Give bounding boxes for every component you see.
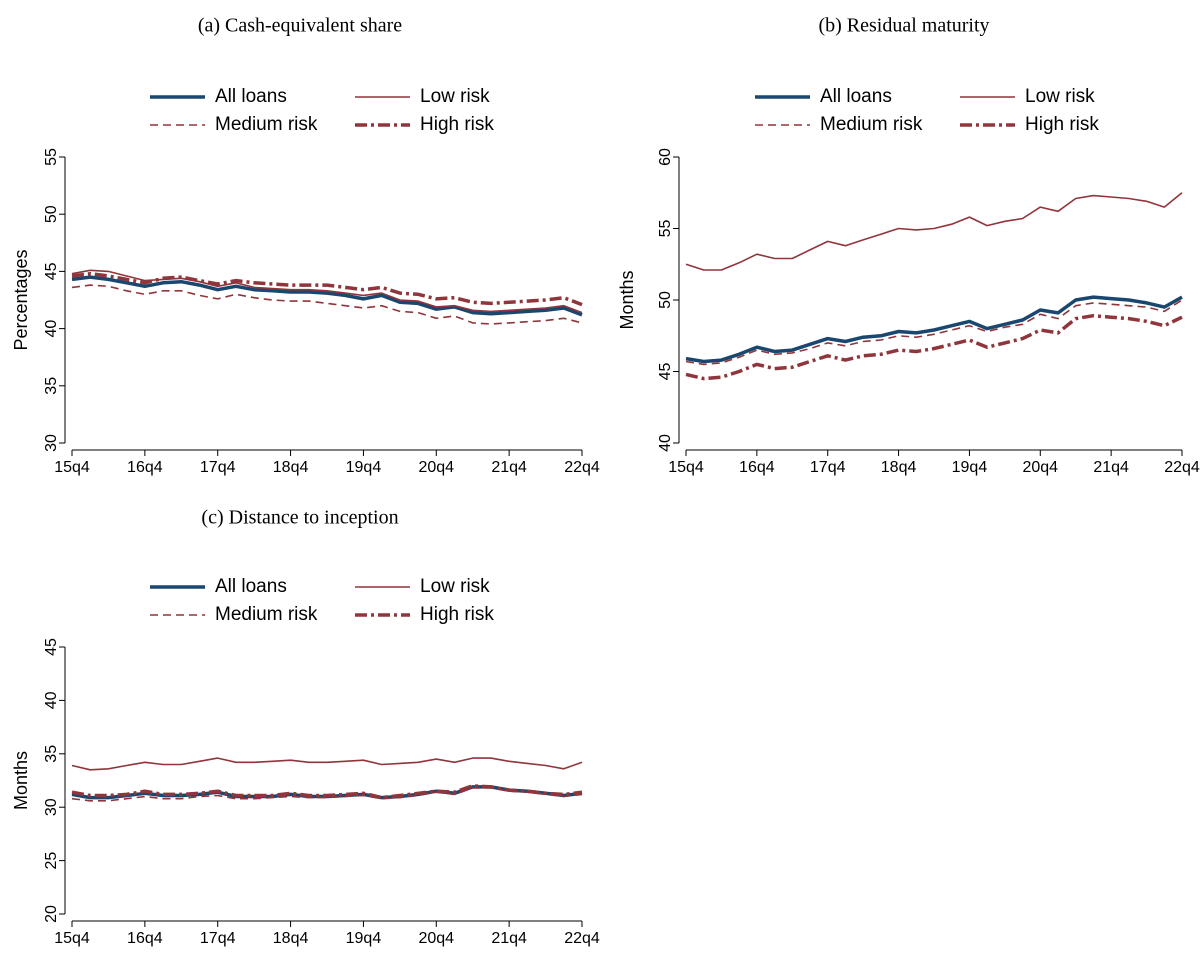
series-line xyxy=(685,192,1183,271)
series-line xyxy=(71,275,583,317)
x-tick-label: 18q4 xyxy=(881,459,917,476)
legend-label: High risk xyxy=(420,604,494,625)
y-tick-label: 40 xyxy=(43,320,60,338)
x-tick-label: 16q4 xyxy=(127,930,163,947)
legend-label: Medium risk xyxy=(820,114,923,135)
panel: (c) Distance to inception Months 20 25 30 35 4… xyxy=(11,507,600,948)
y-tick-label: 50 xyxy=(657,291,674,309)
y-tick-label: 45 xyxy=(43,638,60,656)
x-tick-label: 19q4 xyxy=(346,930,382,947)
series-line xyxy=(685,313,1183,381)
panel: (b) Residual maturity Months 40 45 50 55 60 15q… xyxy=(617,15,1200,477)
x-tick-label: 21q4 xyxy=(491,459,527,476)
series-line xyxy=(71,269,583,314)
panel-title: (a) Cash-equivalent share xyxy=(198,15,402,37)
y-axis-label: Percentages xyxy=(11,249,31,350)
x-tick-label: 20q4 xyxy=(418,930,454,947)
series-line xyxy=(685,295,1183,364)
x-tick-label: 19q4 xyxy=(346,459,382,476)
x-tick-label: 22q4 xyxy=(564,930,600,947)
panel-title: (c) Distance to inception xyxy=(201,507,398,529)
legend-label: Medium risk xyxy=(215,114,318,135)
series-line xyxy=(71,787,583,802)
y-tick-label: 30 xyxy=(43,434,60,452)
series-line xyxy=(71,784,583,800)
legend-label: High risk xyxy=(420,114,494,135)
x-tick-label: 22q4 xyxy=(564,459,600,476)
x-tick-label: 22q4 xyxy=(1164,459,1200,476)
panel: (a) Cash-equivalent share Percentages 30 35… xyxy=(11,15,600,477)
x-tick-label: 20q4 xyxy=(1022,459,1058,476)
legend-label: All loans xyxy=(215,86,287,107)
y-tick-label: 45 xyxy=(43,262,60,280)
legend-label: Medium risk xyxy=(215,604,318,625)
y-tick-label: 45 xyxy=(657,363,674,381)
y-axis-label: Months xyxy=(617,270,637,329)
y-tick-label: 25 xyxy=(43,852,60,870)
y-tick-label: 50 xyxy=(43,205,60,223)
legend-label: Low risk xyxy=(1025,86,1095,107)
x-tick-label: 15q4 xyxy=(668,459,704,476)
y-tick-label: 40 xyxy=(657,434,674,452)
x-tick-label: 17q4 xyxy=(200,930,236,947)
y-tick-label: 30 xyxy=(43,798,60,816)
y-tick-label: 40 xyxy=(43,691,60,709)
x-tick-label: 17q4 xyxy=(810,459,846,476)
x-tick-label: 16q4 xyxy=(739,459,775,476)
legend-label: Low risk xyxy=(420,86,490,107)
y-tick-label: 55 xyxy=(43,148,60,166)
x-tick-label: 20q4 xyxy=(418,459,454,476)
y-tick-label: 35 xyxy=(43,745,60,763)
panel-title: (b) Residual maturity xyxy=(818,15,989,37)
x-tick-label: 17q4 xyxy=(200,459,236,476)
legend-label: All loans xyxy=(215,576,287,597)
y-axis-label: Months xyxy=(11,751,31,810)
legend-label: High risk xyxy=(1025,114,1099,135)
legend-label: Low risk xyxy=(420,576,490,597)
x-tick-label: 15q4 xyxy=(54,459,90,476)
y-tick-label: 35 xyxy=(43,377,60,395)
y-tick-label: 60 xyxy=(657,148,674,166)
legend-label: All loans xyxy=(820,86,892,107)
series-line xyxy=(71,757,583,771)
x-tick-label: 18q4 xyxy=(273,930,309,947)
series-line xyxy=(685,299,1183,366)
x-tick-label: 19q4 xyxy=(952,459,988,476)
x-tick-label: 18q4 xyxy=(273,459,309,476)
x-tick-label: 21q4 xyxy=(491,930,527,947)
x-tick-label: 15q4 xyxy=(54,930,90,947)
y-tick-label: 55 xyxy=(657,220,674,238)
x-tick-label: 16q4 xyxy=(127,459,163,476)
series-line xyxy=(71,284,583,325)
x-tick-label: 21q4 xyxy=(1093,459,1129,476)
series-line xyxy=(71,271,583,307)
y-tick-label: 20 xyxy=(43,905,60,923)
